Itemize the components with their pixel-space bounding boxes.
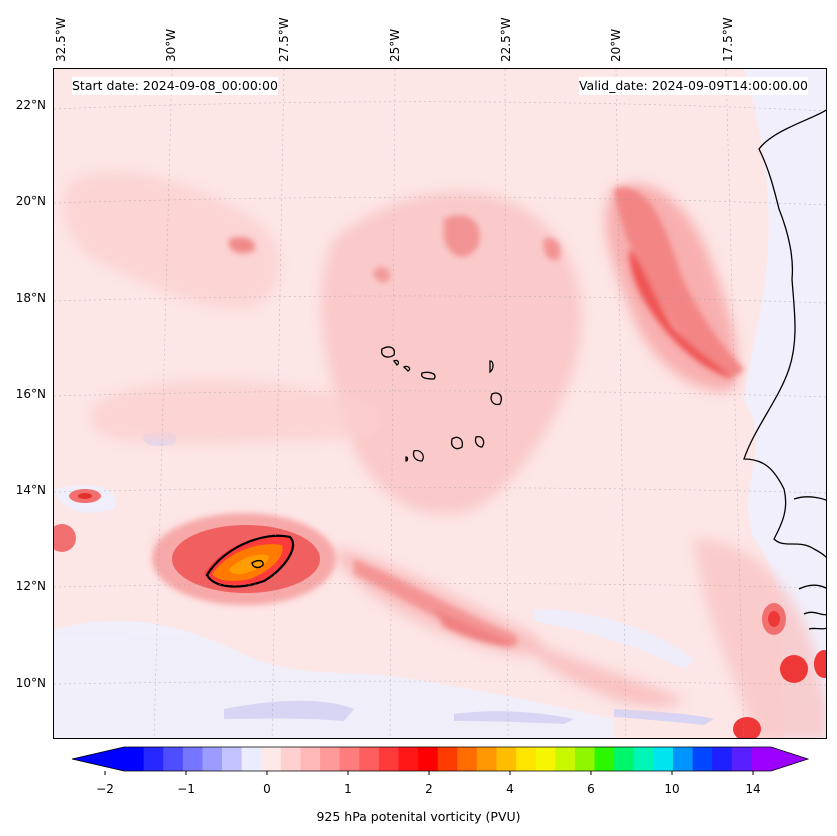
latitude-label: 18°N	[15, 291, 46, 305]
colorbar-extend-min	[72, 747, 124, 771]
potential-vorticity-map	[54, 69, 826, 738]
colorbar-swatch	[241, 747, 262, 771]
colorbar-swatch	[496, 747, 517, 771]
colorbar-swatch	[672, 747, 694, 771]
colorbar-swatch	[163, 747, 184, 771]
colorbar-swatch	[222, 747, 243, 771]
latitude-label: 10°N	[15, 676, 46, 690]
colorbar-swatch	[731, 747, 752, 771]
colorbar-swatch	[320, 747, 341, 771]
latitude-label: 16°N	[15, 387, 46, 401]
colorbar-swatch	[339, 747, 360, 771]
colorbar-tick-label: 14	[745, 782, 761, 796]
colorbar-swatch	[359, 747, 380, 771]
colorbar-swatch	[143, 747, 164, 771]
colorbar-tick-label: −2	[96, 782, 114, 796]
colorbar-swatch	[594, 747, 615, 771]
cape-verde-islands	[381, 346, 502, 462]
colorbar-tick-label: −1	[177, 782, 195, 796]
positive-pv-mid	[228, 187, 744, 647]
graticule	[54, 69, 826, 738]
colorbar-swatch	[535, 747, 556, 771]
latitude-label: 22°N	[15, 98, 46, 112]
map-panel: Start date: 2024-09-08_00:00:00 Valid_da…	[53, 68, 827, 739]
colorbar-label: 925 hPa potenital vorticity (PVU)	[316, 809, 521, 824]
colorbar-swatch	[280, 747, 301, 771]
colorbar-swatch	[476, 747, 498, 771]
colorbar-tick-label: 0	[263, 782, 271, 796]
colorbar-swatch	[202, 747, 223, 771]
colorbar-swatch	[614, 747, 635, 771]
small-pv-maxima	[54, 489, 826, 738]
colorbar-tick-label: 2	[425, 782, 433, 796]
coastline	[743, 109, 826, 630]
colorbar-tick-label: 1	[344, 782, 352, 796]
colorbar-swatch	[182, 747, 203, 771]
colorbar-swatch	[653, 747, 674, 771]
latitude-label: 14°N	[15, 483, 46, 497]
colorbar-swatch	[712, 747, 733, 771]
colorbar-swatch	[418, 747, 439, 771]
colorbar-swatch	[261, 747, 282, 771]
colorbar-tick-label: 6	[587, 782, 595, 796]
valid-date-label: Valid_date: 2024-09-09T14:00:00.00	[578, 77, 808, 95]
colorbar-tick-label: 4	[506, 782, 514, 796]
start-date-label: Start date: 2024-09-08_00:00:00	[72, 77, 278, 95]
colorbar-swatch	[692, 747, 713, 771]
colorbar-swatch	[751, 747, 772, 771]
colorbar-swatch	[300, 747, 321, 771]
latitude-label: 20°N	[15, 194, 46, 208]
cyclone-feature	[152, 513, 336, 605]
colorbar-swatch	[555, 747, 576, 771]
colorbar-swatch	[437, 747, 458, 771]
colorbar-swatch	[457, 747, 478, 771]
colorbar-outline	[71, 746, 810, 772]
colorbar-swatch	[516, 747, 537, 771]
colorbar-extend-max	[771, 747, 808, 771]
colorbar-swatch	[378, 747, 399, 771]
colorbar-swatch	[633, 747, 654, 771]
colorbar-swatch	[398, 747, 419, 771]
colorbar-swatch	[124, 747, 145, 771]
latitude-label: 12°N	[15, 579, 46, 593]
colorbar-tick-label: 10	[664, 782, 680, 796]
colorbar-swatch	[574, 747, 596, 771]
